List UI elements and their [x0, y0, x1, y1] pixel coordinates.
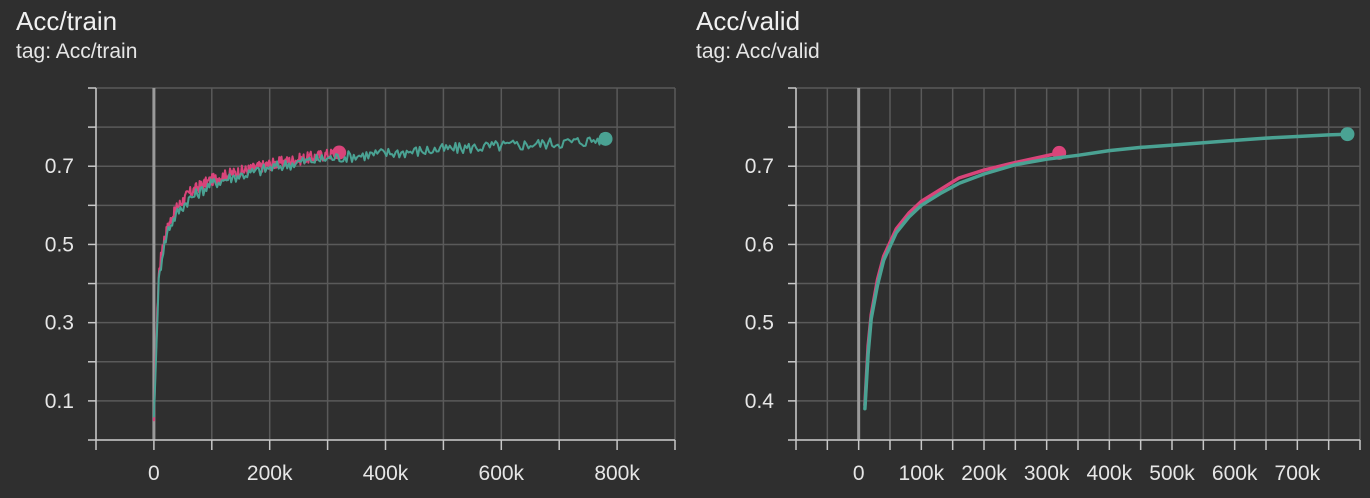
chart-title: Acc/valid: [696, 6, 801, 36]
chart-subtitle: tag: Acc/valid: [696, 40, 820, 63]
y-tick-label: 0.1: [45, 390, 74, 413]
series-line-2[interactable]: [152, 133, 607, 418]
x-tick-label: 400k: [363, 462, 409, 485]
x-tick-label: 600k: [479, 462, 525, 485]
x-tick-label: 700k: [1275, 462, 1321, 485]
x-tick-label: 500k: [1149, 462, 1195, 485]
x-tick-label: 100k: [899, 462, 945, 485]
chart-plot-acc-valid[interactable]: 0.4 0.5 0.6 0.7 0 100k 200k 300k 400k 500k 600k 700…: [685, 0, 1370, 498]
x-tick-label: 300k: [1024, 462, 1070, 485]
x-tick-label: 200k: [247, 462, 293, 485]
y-tick-label: 0.5: [745, 312, 774, 335]
y-tick-label: 0.7: [745, 155, 774, 178]
series-line-1[interactable]: [863, 151, 1061, 407]
chart-card-acc-valid: Acc/valid tag: Acc/valid 0.4 0.5 0.6 0.7 0 10…: [685, 0, 1370, 498]
y-tick-label: 0.5: [45, 233, 74, 256]
chart-title: Acc/train: [16, 6, 118, 36]
x-tick-label: 200k: [961, 462, 1007, 485]
y-tick-label: 0.7: [45, 155, 74, 178]
chart-plot-acc-train[interactable]: 0.1 0.3 0.5 0.7 0 200k 400k 600k 800k: [0, 0, 685, 498]
x-tick-label: 0: [148, 462, 160, 485]
x-tick-label: 800k: [594, 462, 640, 485]
series-end-point-2[interactable]: [598, 131, 613, 146]
y-tick-label: 0.6: [745, 233, 774, 256]
grid: [95, 87, 676, 441]
chart-subtitle: tag: Acc/train: [16, 40, 138, 63]
x-tick-label: 600k: [1212, 462, 1258, 485]
x-tick-label: 400k: [1087, 462, 1133, 485]
series-line-2[interactable]: [863, 132, 1350, 411]
series-end-point-2[interactable]: [1340, 127, 1355, 142]
x-tick-label: 0: [853, 462, 865, 485]
y-tick-label: 0.4: [745, 390, 775, 413]
y-tick-label: 0.3: [45, 312, 74, 335]
chart-card-acc-train: Acc/train tag: Acc/train 0.1 0.3 0.5 0.7 0 20…: [0, 0, 685, 498]
